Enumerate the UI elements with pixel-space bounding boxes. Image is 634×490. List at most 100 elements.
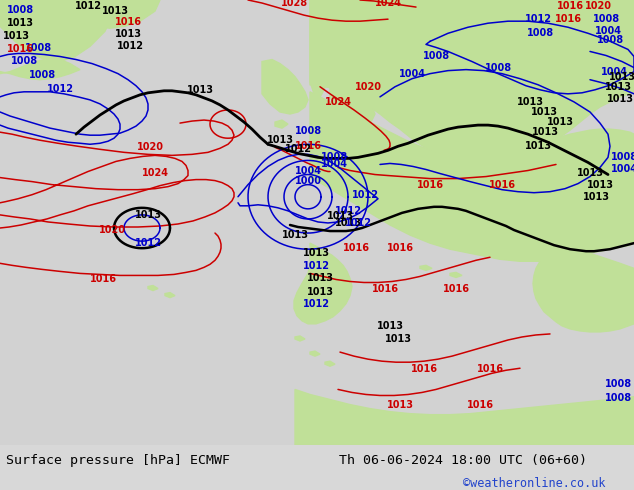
Text: 1012: 1012 — [302, 299, 330, 309]
Text: 1013: 1013 — [547, 117, 574, 127]
Text: 1016: 1016 — [6, 45, 34, 54]
Polygon shape — [294, 243, 352, 324]
Polygon shape — [310, 92, 634, 261]
Text: 1020: 1020 — [354, 82, 382, 92]
Text: 1012: 1012 — [302, 261, 330, 271]
Text: 1008: 1008 — [11, 55, 39, 66]
Text: 1013: 1013 — [281, 230, 309, 240]
Text: 1013: 1013 — [302, 248, 330, 258]
Text: 1013: 1013 — [609, 72, 634, 82]
Text: 1008: 1008 — [526, 28, 553, 38]
Polygon shape — [325, 361, 335, 366]
Text: 1016: 1016 — [115, 17, 141, 27]
Polygon shape — [0, 0, 160, 29]
Text: 1004: 1004 — [295, 166, 321, 175]
Text: 1008: 1008 — [604, 392, 631, 402]
Text: 1008: 1008 — [611, 152, 634, 162]
Text: 1008: 1008 — [592, 14, 619, 24]
Text: 1013: 1013 — [583, 192, 609, 202]
Text: 1013: 1013 — [387, 399, 413, 410]
Polygon shape — [275, 120, 288, 128]
Text: 1012: 1012 — [285, 145, 311, 154]
Polygon shape — [420, 266, 432, 270]
Polygon shape — [0, 58, 80, 80]
Text: 1004: 1004 — [600, 67, 628, 76]
Polygon shape — [310, 0, 328, 100]
Text: 1024: 1024 — [375, 0, 401, 8]
Text: 1012: 1012 — [335, 206, 361, 216]
Polygon shape — [0, 0, 634, 445]
Text: 1016: 1016 — [295, 141, 321, 151]
Text: 1013: 1013 — [115, 29, 141, 39]
Text: 1004: 1004 — [595, 26, 621, 36]
Text: 1008: 1008 — [422, 51, 450, 62]
Text: Surface pressure [hPa] ECMWF: Surface pressure [hPa] ECMWF — [6, 454, 230, 467]
Polygon shape — [295, 390, 634, 445]
Text: 1013: 1013 — [604, 82, 631, 92]
Text: 1008: 1008 — [604, 379, 631, 390]
Text: 1013: 1013 — [3, 31, 30, 41]
Text: 1016: 1016 — [557, 1, 583, 11]
Text: 1024: 1024 — [141, 168, 169, 177]
Polygon shape — [148, 286, 158, 291]
Text: 1012: 1012 — [117, 42, 143, 51]
Text: 1012: 1012 — [351, 190, 378, 200]
Text: 1013: 1013 — [6, 18, 34, 28]
Text: 1013: 1013 — [101, 6, 129, 16]
Polygon shape — [533, 241, 634, 332]
Text: 1008: 1008 — [484, 63, 512, 73]
Text: 1012: 1012 — [46, 84, 74, 94]
Text: 1020: 1020 — [98, 225, 126, 235]
Text: 1008: 1008 — [29, 70, 56, 80]
Text: 1013: 1013 — [266, 135, 294, 145]
Text: ©weatheronline.co.uk: ©weatheronline.co.uk — [463, 477, 605, 490]
Text: 1016: 1016 — [410, 364, 437, 374]
Text: 1000: 1000 — [295, 175, 321, 186]
Text: 1020: 1020 — [585, 1, 612, 11]
Text: 1012: 1012 — [524, 14, 552, 24]
Text: 1013: 1013 — [531, 107, 557, 117]
Text: 1028: 1028 — [281, 0, 309, 8]
Polygon shape — [450, 272, 462, 277]
Text: 1016: 1016 — [372, 284, 399, 294]
Text: 1016: 1016 — [467, 399, 493, 410]
Text: 1013: 1013 — [517, 97, 543, 107]
Text: Th 06-06-2024 18:00 UTC (06+60): Th 06-06-2024 18:00 UTC (06+60) — [339, 454, 587, 467]
Text: 1016: 1016 — [89, 274, 117, 285]
Text: 1016: 1016 — [342, 243, 370, 253]
Polygon shape — [460, 199, 483, 217]
Polygon shape — [0, 0, 120, 62]
Text: 1016: 1016 — [417, 180, 444, 190]
Text: 1004: 1004 — [611, 165, 634, 174]
Text: 1016: 1016 — [477, 364, 503, 374]
Polygon shape — [310, 0, 634, 166]
Text: 1016: 1016 — [443, 284, 470, 294]
Text: 1013: 1013 — [377, 321, 403, 331]
Polygon shape — [310, 351, 320, 356]
Text: 1016: 1016 — [387, 243, 413, 253]
Polygon shape — [330, 67, 375, 127]
Text: 1016: 1016 — [489, 180, 515, 190]
Text: 1024: 1024 — [325, 97, 351, 107]
Text: 1013: 1013 — [327, 211, 354, 221]
Polygon shape — [165, 293, 175, 297]
Text: 1008: 1008 — [597, 35, 624, 46]
Text: 1013: 1013 — [134, 210, 162, 220]
Text: 1008: 1008 — [6, 5, 34, 15]
Text: 1013: 1013 — [586, 180, 614, 190]
Text: 1012: 1012 — [344, 218, 372, 228]
Text: 1013: 1013 — [306, 273, 333, 283]
Polygon shape — [295, 336, 305, 341]
Text: 1012: 1012 — [75, 1, 101, 11]
Text: 1020: 1020 — [136, 142, 164, 152]
Text: 1004: 1004 — [321, 159, 347, 170]
Text: 1004: 1004 — [399, 69, 425, 79]
Text: 1016: 1016 — [555, 14, 581, 24]
Text: 1013: 1013 — [531, 127, 559, 137]
Text: 1008: 1008 — [294, 126, 321, 136]
Polygon shape — [268, 85, 292, 107]
Text: 1008: 1008 — [320, 152, 347, 162]
Text: 1008: 1008 — [25, 44, 51, 53]
Text: 1013: 1013 — [335, 218, 361, 228]
Text: 1013: 1013 — [607, 94, 633, 104]
